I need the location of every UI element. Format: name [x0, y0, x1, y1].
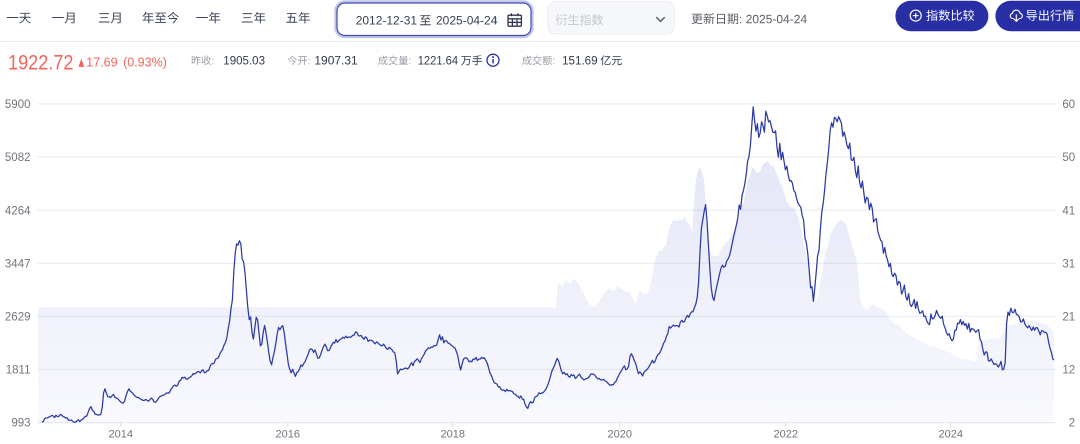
- svg-text:2629: 2629: [5, 312, 31, 324]
- svg-text:993: 993: [11, 418, 30, 430]
- svg-text:4264: 4264: [5, 205, 31, 217]
- svg-text:1811: 1811: [6, 365, 31, 377]
- svg-text:2: 2: [1069, 418, 1075, 430]
- svg-text:17.69: 17.69: [86, 55, 117, 69]
- svg-text:21: 21: [1062, 312, 1075, 324]
- svg-text:2014: 2014: [109, 429, 133, 441]
- svg-text:50: 50: [1062, 152, 1075, 164]
- svg-text:1905.03: 1905.03: [223, 54, 265, 68]
- svg-text:151.69: 151.69: [562, 54, 598, 68]
- svg-text:12: 12: [1062, 365, 1075, 377]
- svg-text:2012-12-31: 2012-12-31: [356, 14, 418, 28]
- svg-text:1922.72: 1922.72: [8, 51, 74, 75]
- svg-text:5082: 5082: [5, 152, 31, 164]
- svg-text:(0.93%): (0.93%): [123, 55, 167, 69]
- svg-text:1907.31: 1907.31: [314, 54, 358, 68]
- svg-text:2020: 2020: [608, 429, 632, 441]
- svg-text:3447: 3447: [5, 258, 31, 270]
- svg-text:1221.64: 1221.64: [418, 54, 459, 68]
- svg-text:31: 31: [1062, 258, 1075, 270]
- svg-text:2016: 2016: [276, 429, 300, 441]
- svg-text:41: 41: [1062, 205, 1075, 217]
- svg-text:2022: 2022: [774, 429, 798, 441]
- svg-text:5900: 5900: [5, 99, 31, 111]
- svg-text:2025-04-24: 2025-04-24: [436, 14, 498, 28]
- svg-text:2018: 2018: [441, 429, 465, 441]
- svg-text:2024: 2024: [939, 429, 963, 441]
- svg-text:60: 60: [1062, 99, 1075, 111]
